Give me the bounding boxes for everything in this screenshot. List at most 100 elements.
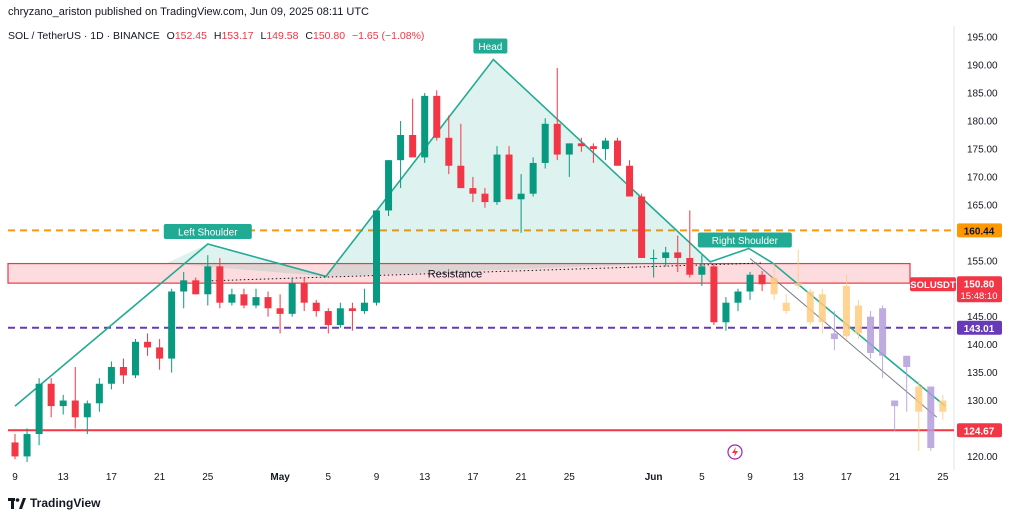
time-axis-tick: 25 (937, 472, 949, 483)
candle (662, 246, 670, 267)
projection-candle (879, 305, 887, 379)
candle (11, 434, 19, 460)
open-value: 152.45 (174, 30, 207, 42)
candle-body (565, 143, 573, 155)
candle (132, 339, 139, 379)
candle-body (746, 274, 754, 292)
candle (638, 193, 646, 258)
candle-body (409, 135, 417, 158)
projection-candle (794, 249, 802, 289)
projection-body (794, 283, 802, 286)
projection-candle (903, 355, 911, 412)
projection-body (806, 291, 814, 323)
candle (421, 93, 429, 163)
candle (180, 271, 188, 309)
low-value: 149.58 (266, 30, 299, 42)
candle-body (156, 347, 164, 359)
candle (204, 255, 212, 306)
candle (589, 143, 597, 163)
candle (264, 291, 272, 317)
candle-body (529, 162, 537, 194)
time-axis-tick: Jun (645, 472, 663, 483)
candle (300, 277, 308, 312)
price-axis-tick: 170.00 (967, 172, 998, 183)
price-axis-tick: 120.00 (967, 452, 998, 463)
candle (493, 146, 501, 205)
candle-body (698, 266, 706, 275)
projection-candle (855, 299, 862, 340)
candle-body (300, 283, 308, 303)
candle (457, 123, 465, 189)
time-axis-tick: 13 (58, 472, 70, 483)
candle-body (722, 302, 730, 323)
candle-body (59, 400, 67, 407)
head-shoulders-pattern-line (14, 58, 946, 407)
candle-body (192, 280, 200, 295)
candle (240, 288, 248, 309)
candle (144, 333, 152, 356)
time-axis-tick: May (270, 472, 290, 483)
candle (758, 270, 766, 292)
projection-body (818, 294, 826, 323)
candle-body (312, 302, 320, 312)
candle-body (204, 266, 212, 295)
tradingview-brand[interactable]: TradingView (8, 496, 100, 510)
candle (71, 366, 79, 429)
price-axis-tick: 130.00 (967, 396, 998, 407)
candle-body (601, 140, 609, 149)
right-shoulder-label: Right Shoulder (712, 236, 779, 247)
candle (650, 249, 658, 278)
candle-body (397, 135, 405, 161)
candle-body (348, 308, 356, 312)
candle-body (47, 383, 55, 407)
price-axis-tick: 185.00 (967, 89, 998, 100)
head-fill (325, 59, 711, 277)
time-axis-tick: 13 (793, 472, 805, 483)
time-axis-tick: 21 (154, 472, 166, 483)
symbol-legend: SOL / TetherUS · 1D · BINANCE O152.45 H1… (8, 30, 424, 42)
candle-body (144, 341, 152, 348)
candle-body (469, 188, 477, 194)
candle (59, 394, 67, 415)
projection-candle (842, 274, 850, 340)
projection-body (891, 400, 899, 407)
symbol-name[interactable]: SOL / TetherUS · 1D · BINANCE (8, 30, 160, 42)
candle (433, 90, 441, 141)
candle (397, 121, 405, 189)
candle (553, 67, 561, 161)
candle (35, 378, 43, 446)
projection-candle (830, 311, 838, 351)
projection-body (782, 302, 790, 312)
candle (505, 146, 513, 200)
resistance-label: Resistance (428, 269, 482, 281)
neckline (207, 262, 763, 282)
close-label: C (305, 30, 313, 42)
last-price-box (957, 276, 1002, 303)
price-tag-lower: 143.01 (964, 324, 995, 335)
time-axis-tick: 5 (326, 472, 332, 483)
candle-body (324, 311, 332, 326)
candle-body (481, 193, 489, 203)
price-axis-tick: 135.00 (967, 368, 998, 379)
projection-body (927, 386, 935, 449)
candle-body (180, 280, 188, 292)
projection-body (867, 316, 875, 353)
candle-body (734, 291, 742, 303)
projection-candle (891, 400, 899, 432)
projection-body (879, 308, 887, 356)
candle-body (360, 302, 368, 312)
projection-candle (927, 386, 935, 451)
candle-body (710, 266, 718, 323)
projection-body (855, 305, 862, 334)
candle (95, 378, 103, 412)
close-value: 150.80 (312, 30, 346, 42)
candle (445, 115, 453, 175)
projection-body (915, 386, 923, 412)
candle (541, 118, 549, 169)
candle-body (674, 252, 682, 258)
projection-candle (770, 263, 778, 300)
candle (168, 288, 176, 373)
candle (252, 288, 260, 309)
publisher-line: chryzano_ariston published on TradingVie… (8, 6, 369, 18)
